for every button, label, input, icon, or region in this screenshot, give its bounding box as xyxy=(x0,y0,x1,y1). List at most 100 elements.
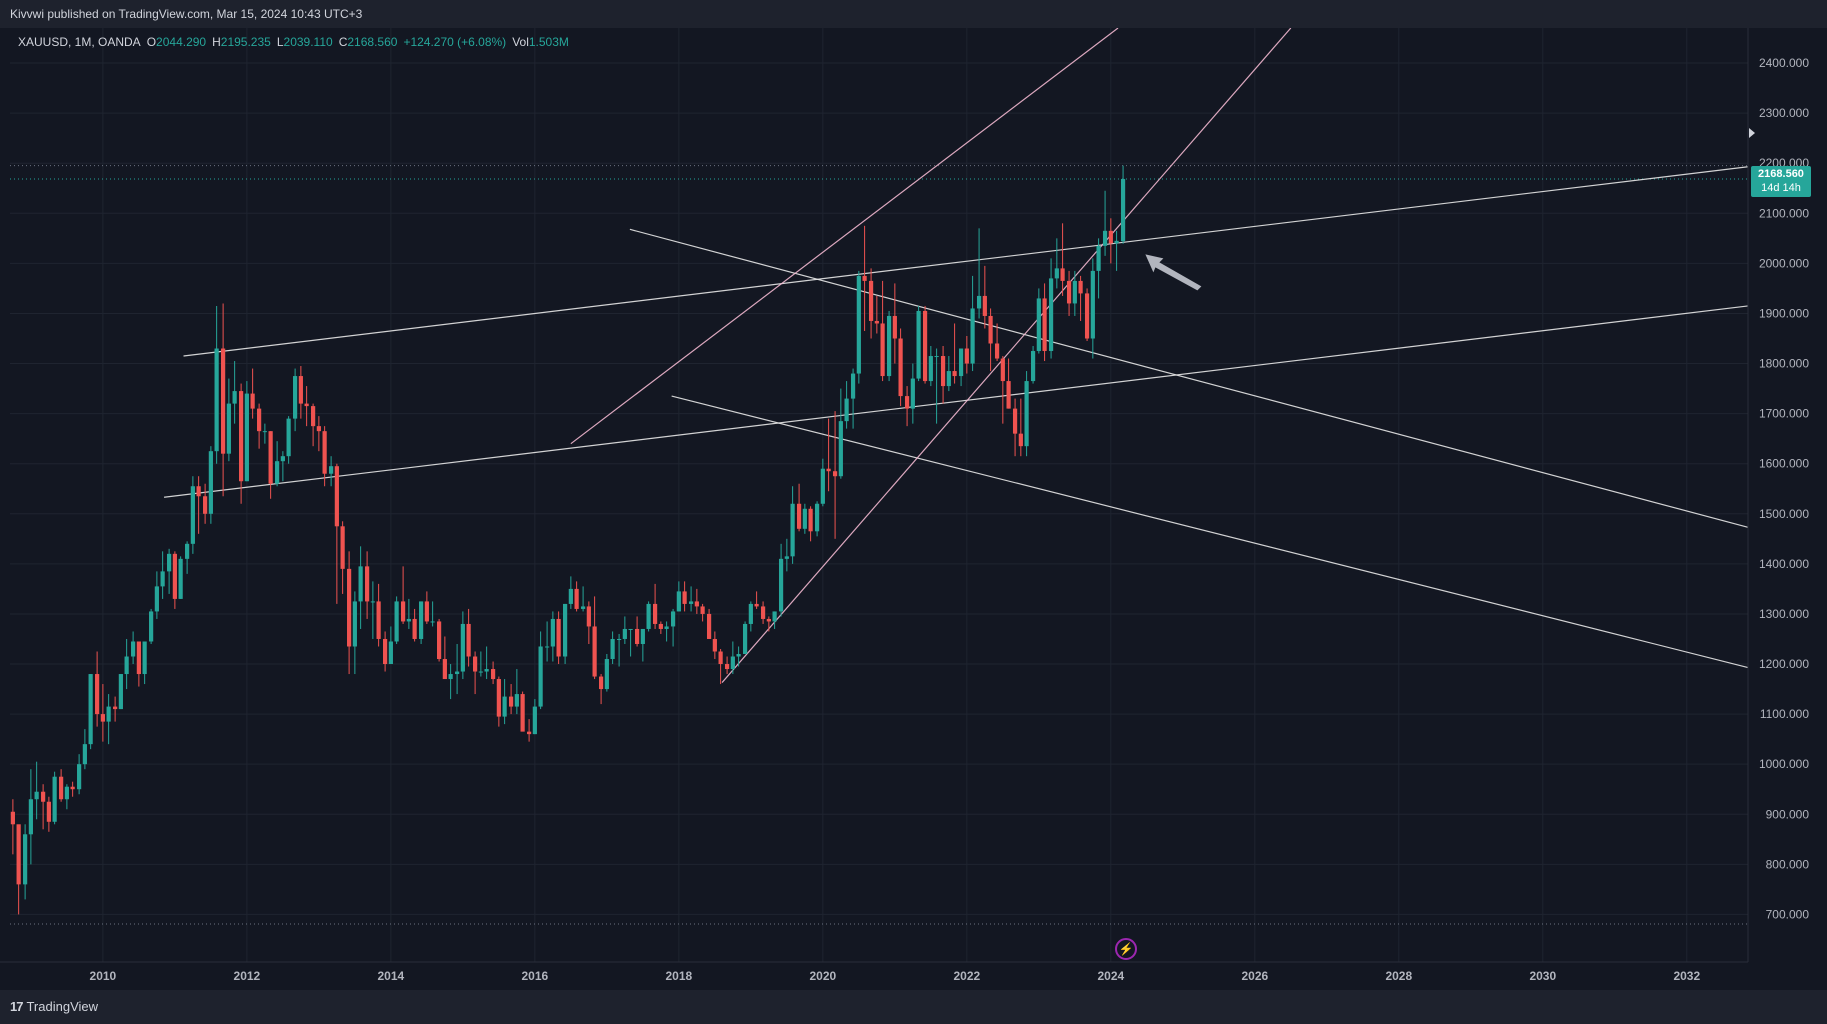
candle-body xyxy=(706,613,712,639)
candle-body xyxy=(52,776,57,822)
candle-body xyxy=(556,618,561,657)
candle-body xyxy=(796,503,802,529)
candle-body xyxy=(370,601,375,603)
candle-body xyxy=(988,315,993,344)
candle-body xyxy=(95,674,100,715)
legend-symbol[interactable]: XAUUSD, 1M, OANDA xyxy=(18,35,141,49)
candle-body xyxy=(880,323,885,377)
candle-body xyxy=(1030,351,1036,382)
candle-body xyxy=(136,641,141,675)
time-tick-label: 2026 xyxy=(1241,969,1268,983)
candle-body xyxy=(406,618,411,622)
candle-body xyxy=(508,696,514,707)
candle-body xyxy=(694,601,699,607)
candle-body xyxy=(46,801,51,822)
price-tick-label: 1700.000 xyxy=(1759,407,1809,421)
candle-body xyxy=(724,664,730,670)
candle-body xyxy=(1000,358,1005,382)
candle-body xyxy=(131,641,136,657)
candle-body xyxy=(730,656,735,670)
trend-line xyxy=(671,395,1749,669)
candle-body xyxy=(946,371,951,387)
candle-body xyxy=(916,310,921,379)
scale-marker-icon[interactable] xyxy=(1749,128,1755,138)
price-tick-label: 1900.000 xyxy=(1759,306,1809,320)
symbol-legend: XAUUSD, 1M, OANDA O 2044.290 H 2195.235 … xyxy=(18,35,575,49)
candle-body xyxy=(34,791,39,800)
publish-text: Kivvwi published on TradingView.com, Mar… xyxy=(10,7,363,21)
chart-background xyxy=(0,28,1827,990)
candle-body xyxy=(214,348,219,452)
candle-body xyxy=(1006,381,1011,409)
candle-body xyxy=(976,295,982,309)
candle-body xyxy=(154,586,159,612)
last-price-value: 2168.560 xyxy=(1758,168,1804,180)
candle-body xyxy=(1114,240,1119,244)
candle-body xyxy=(604,659,609,690)
candle-body xyxy=(454,671,460,675)
candle-body xyxy=(760,606,766,619)
price-chart[interactable]: 700.000 800.000 900.000 1000.000 1100.000 120… xyxy=(0,28,1827,990)
candle-body xyxy=(868,280,874,321)
price-tick-label: 2400.000 xyxy=(1759,56,1809,70)
candle-body xyxy=(437,621,442,660)
price-tick-label: 1400.000 xyxy=(1759,557,1809,571)
candle-body xyxy=(41,791,46,802)
candle-body xyxy=(1060,268,1065,281)
candle-body xyxy=(826,468,831,472)
candle-body xyxy=(928,356,933,382)
arrow-annotation xyxy=(1145,254,1202,291)
candle-body xyxy=(898,338,903,397)
candle-body xyxy=(448,674,453,680)
price-tick-label: 800.000 xyxy=(1766,857,1810,871)
candle-body xyxy=(472,656,478,672)
candle-body xyxy=(628,628,633,630)
candle-body xyxy=(874,320,879,324)
candle-body xyxy=(424,601,429,622)
candle-body xyxy=(1054,268,1059,279)
candle-body xyxy=(172,553,177,599)
candle-body xyxy=(262,431,267,433)
candle-body xyxy=(298,376,303,404)
candle-body xyxy=(832,471,838,477)
candle-body xyxy=(502,696,507,717)
candle-body xyxy=(910,378,915,409)
candle-body xyxy=(676,591,681,612)
candle-body xyxy=(1042,298,1047,352)
candle-body xyxy=(964,348,969,364)
candle-body xyxy=(652,603,658,624)
candle-body xyxy=(88,674,93,745)
candle-body xyxy=(358,566,363,602)
candle-body xyxy=(208,451,213,514)
candle-body xyxy=(106,706,111,722)
candle-body xyxy=(1084,293,1090,339)
candle-body xyxy=(442,659,447,680)
candle-body xyxy=(664,626,669,629)
candle-body xyxy=(1102,230,1108,246)
legend-low-value: 2039.110 xyxy=(283,35,333,49)
candle-body xyxy=(532,706,537,735)
candle-body xyxy=(334,466,339,527)
candle-body xyxy=(1012,408,1018,434)
legend-volume-label: Vol xyxy=(512,35,529,49)
candle-body xyxy=(778,558,784,612)
candle-body xyxy=(1024,381,1029,447)
legend-volume-value: 1.503M xyxy=(528,35,569,49)
candle-body xyxy=(484,669,489,672)
candle-body xyxy=(490,669,496,680)
candle-body xyxy=(1078,280,1083,294)
legend-open-value: 2044.290 xyxy=(156,35,207,49)
channel-line xyxy=(721,28,1292,683)
candle-body xyxy=(688,601,694,604)
event-flash-icon[interactable]: ⚡ xyxy=(1115,938,1137,960)
candle-body xyxy=(118,674,123,710)
tradingview-brand[interactable]: 17 TradingView xyxy=(10,990,98,1024)
candle-body xyxy=(311,406,316,427)
candle-body xyxy=(293,376,298,419)
candle-body xyxy=(268,431,273,484)
candles xyxy=(10,165,1126,915)
price-tick-label: 1600.000 xyxy=(1759,457,1809,471)
candle-body xyxy=(934,356,939,358)
candle-body xyxy=(232,391,237,404)
trend-line xyxy=(164,305,1749,498)
